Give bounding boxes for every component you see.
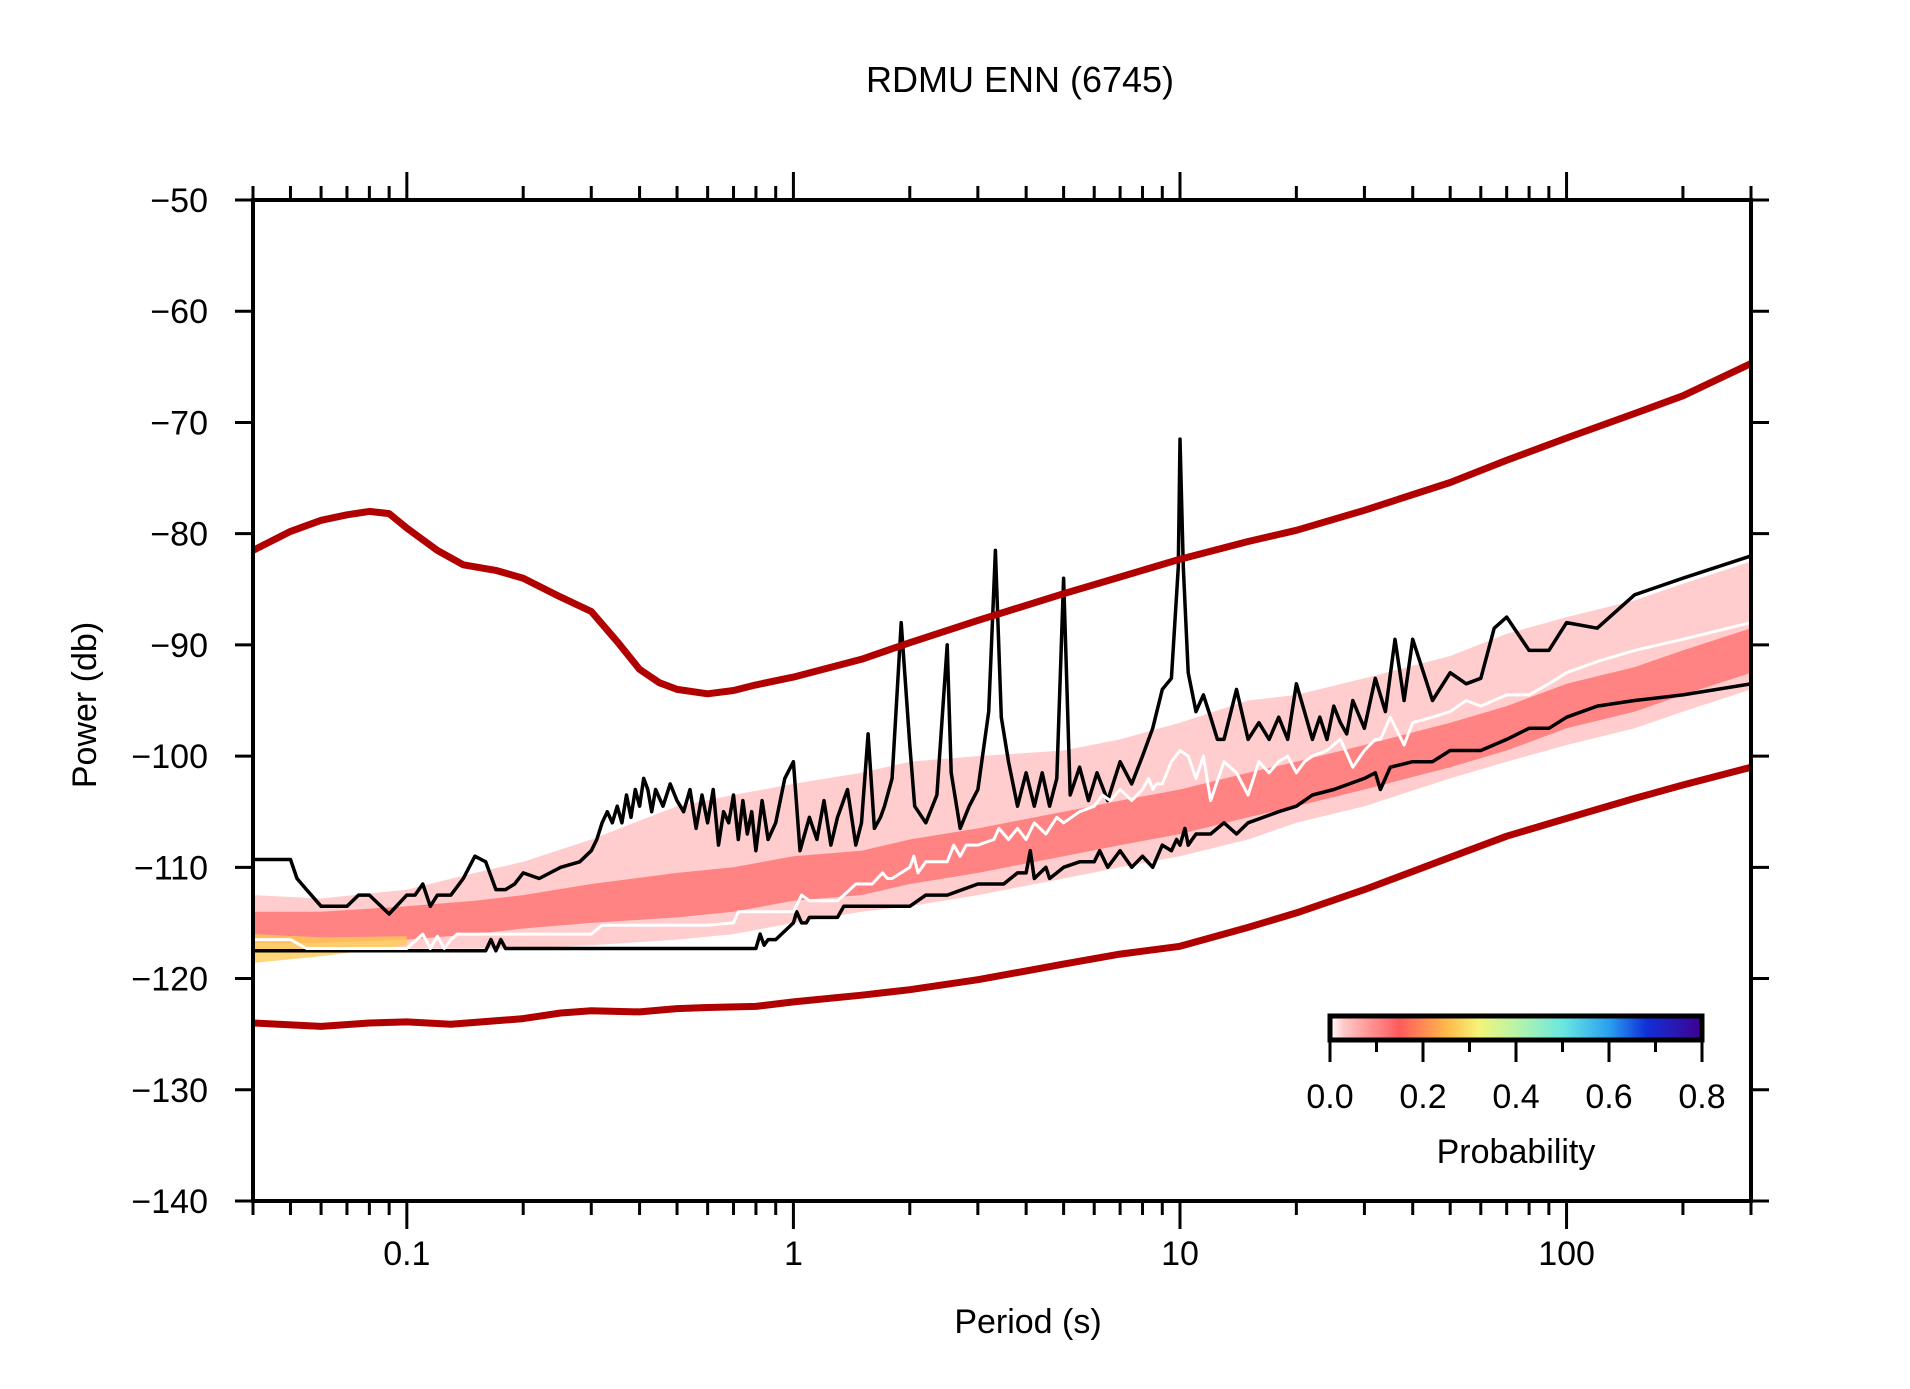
colorbar-tick-label: 0.2: [1399, 1078, 1446, 1116]
density-band-outer: [253, 561, 1751, 951]
series-low-noise-model: [253, 763, 1751, 1030]
y-tick-label: −50: [150, 182, 208, 220]
y-tick-label: −70: [150, 404, 208, 442]
x-axis: 0.1 1 10 100: [251, 172, 1753, 1273]
series-lower-percentile: [253, 682, 1751, 953]
x-tick-label: 1: [784, 1235, 803, 1273]
chart-title: RDMU ENN (6745): [866, 59, 1174, 100]
series-high-noise-model: [253, 360, 1751, 698]
y-tick-label: −110: [134, 849, 208, 887]
colorbar-tick-label: 0.6: [1585, 1078, 1632, 1116]
y-tick-label: −90: [150, 627, 208, 665]
x-axis-label: Period (s): [954, 1303, 1101, 1341]
y-tick-label: −100: [131, 738, 208, 776]
colorbar-tick-label: 0.8: [1678, 1078, 1725, 1116]
series-upper-percentile: [253, 437, 1751, 916]
series-layer: [253, 360, 1751, 1030]
colorbar: 0.0 0.2 0.4 0.6 0.8 Probability: [1306, 1013, 1726, 1171]
colorbar-gradient: [1327, 1013, 1705, 1043]
x-tick-label: 10: [1161, 1235, 1199, 1273]
plot-area: [253, 360, 1751, 1030]
y-axis-label: Power (db): [66, 622, 104, 788]
y-tick-label: −60: [150, 293, 208, 331]
colorbar-ticks: 0.0 0.2 0.4 0.6 0.8: [1306, 1042, 1726, 1116]
y-tick-label: −140: [131, 1183, 208, 1221]
colorbar-tick-label: 0.4: [1492, 1078, 1539, 1116]
colorbar-label: Probability: [1437, 1133, 1596, 1171]
y-tick-label: −80: [150, 516, 208, 554]
series-mode: [253, 621, 1751, 950]
x-tick-label: 100: [1538, 1235, 1595, 1273]
density-band-core: [253, 628, 1751, 943]
colorbar-tick-label: 0.0: [1306, 1078, 1353, 1116]
y-axis: −50 −60 −70 −80 −90 −100 −110 −120 −130 −140: [131, 182, 1769, 1221]
y-tick-label: −120: [131, 961, 208, 999]
y-tick-label: −130: [131, 1072, 208, 1110]
x-tick-label: 0.1: [383, 1235, 430, 1273]
plot-frame: [251, 198, 1753, 1203]
